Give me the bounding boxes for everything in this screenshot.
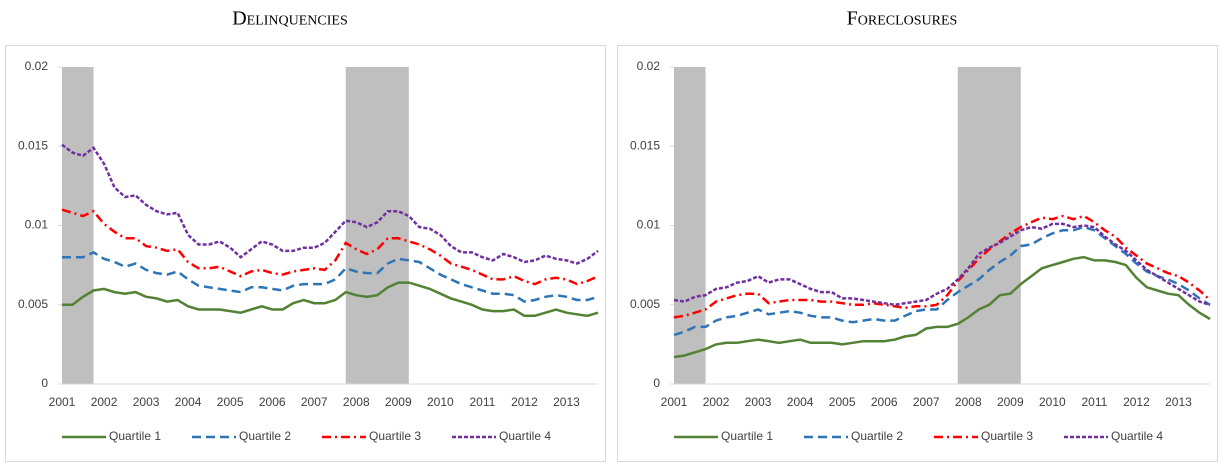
y-tick-label: 0.02 [637, 59, 661, 73]
y-tick-label: 0.01 [25, 218, 49, 232]
y-tick-label: 0.005 [18, 297, 48, 311]
x-tick-label: 2008 [955, 395, 982, 409]
x-tick-label: 2011 [1081, 395, 1107, 409]
x-tick-label: 2013 [1165, 395, 1192, 409]
x-tick-label: 2009 [997, 395, 1024, 409]
x-tick-label: 2002 [91, 395, 118, 409]
x-tick-label: 2001 [661, 395, 688, 409]
series-line [61, 143, 599, 265]
legend-label: Quartile 2 [239, 429, 291, 443]
recession-band [62, 67, 94, 384]
legend-label: Quartile 4 [499, 429, 551, 443]
x-tick-label: 2012 [1123, 395, 1150, 409]
x-tick-label: 2013 [553, 395, 580, 409]
x-tick-label: 2009 [385, 395, 412, 409]
y-tick-label: 0 [653, 376, 660, 390]
y-tick-label: 0.005 [630, 297, 660, 311]
panel-frame [617, 45, 1218, 462]
y-tick-label: 0 [41, 376, 48, 390]
y-tick-label: 0.02 [25, 59, 49, 73]
x-tick-label: 2010 [1039, 395, 1066, 409]
panel-title: Foreclosures [847, 8, 958, 30]
x-tick-label: 2003 [133, 395, 160, 409]
x-tick-label: 2001 [49, 395, 76, 409]
legend-label: Quartile 1 [721, 429, 773, 443]
series-line [62, 281, 599, 318]
x-tick-label: 2011 [469, 395, 495, 409]
series-line [673, 225, 1211, 337]
x-tick-label: 2007 [913, 395, 940, 409]
x-tick-label: 2004 [787, 395, 814, 409]
series-line [61, 208, 599, 286]
x-tick-label: 2012 [511, 395, 538, 409]
x-tick-label: 2006 [259, 395, 286, 409]
legend-label: Quartile 4 [1111, 429, 1163, 443]
legend-label: Quartile 3 [981, 429, 1033, 443]
x-tick-label: 2006 [871, 395, 898, 409]
recession-band [957, 67, 1021, 384]
recession-band [674, 67, 706, 384]
series-line [673, 214, 1211, 319]
series-line [62, 250, 599, 303]
x-tick-label: 2003 [745, 395, 772, 409]
legend-label: Quartile 1 [109, 429, 161, 443]
x-tick-label: 2002 [703, 395, 730, 409]
x-tick-label: 2005 [829, 395, 856, 409]
panel-title: Delinquencies [232, 8, 348, 30]
x-tick-label: 2004 [175, 395, 202, 409]
y-tick-label: 0.015 [630, 138, 660, 152]
legend-label: Quartile 3 [369, 429, 421, 443]
y-tick-label: 0.01 [637, 218, 661, 232]
y-tick-label: 0.015 [18, 138, 48, 152]
recession-band [345, 67, 409, 384]
x-tick-label: 2007 [301, 395, 328, 409]
legend-label: Quartile 2 [851, 429, 903, 443]
x-tick-label: 2005 [217, 395, 244, 409]
panel-frame [5, 45, 606, 462]
series-line [673, 222, 1211, 307]
series-line [673, 255, 1211, 359]
x-tick-label: 2008 [343, 395, 370, 409]
x-tick-label: 2010 [427, 395, 454, 409]
